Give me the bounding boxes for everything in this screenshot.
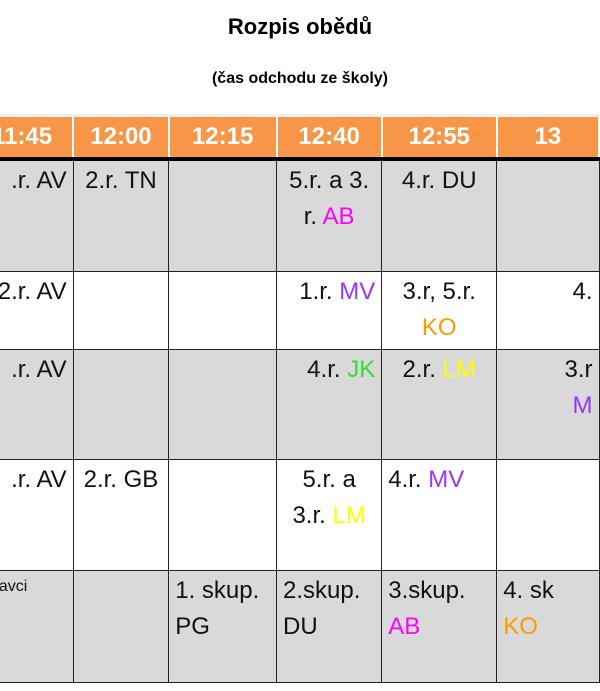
class-label: 3.r [564,355,593,383]
time-header-row: 11:45 12:00 12:15 12:40 12:55 13 [0,114,600,161]
time-slot-header: 12:55 [380,114,498,161]
schedule-cell: .r. AV [0,458,74,571]
class-label: 4.r. [388,465,429,493]
page-subtitle: (čas odchodu ze školy) [211,70,389,87]
teacher-initials: MV [428,465,465,493]
group-label: 3.skup. [388,576,466,604]
schedule-cell [72,348,170,460]
schedule-cell: 3.r M [496,348,600,460]
schedule-cell: 4.r. JK [276,348,383,460]
schedule-cell [168,348,278,460]
schedule-cell: 1.r. MV [276,270,383,350]
teacher-initials: KO [503,612,538,640]
time-slot-header: 11:45 [0,114,75,161]
teacher-initials: MV [339,277,376,305]
teacher-initials: M [572,391,593,419]
schedule-cell [168,158,278,272]
table-row: 2.r. AV 1.r. MV 3.r, 5.r. KO 4. [0,270,600,350]
schedule-cell: 2.r. TN [72,158,170,272]
schedule-cell [496,458,600,571]
table-row: .r. AV 2.r. GB 5.r. a 3.r. LM 4.r. MV [0,458,600,571]
time-slot-header: 12:40 [275,114,383,161]
schedule-cell: 2.r. LM [381,348,498,460]
schedule-cell [72,569,170,683]
schedule-cell [168,270,278,350]
schedule-cell [168,458,278,571]
schedule-cell: 2.r. GB [72,458,170,571]
schedule-cell: 5.r. a 3. r. AB [276,158,383,272]
schedule-cell: 4. sk KO [496,569,600,683]
schedule-cell: .r. AV [0,158,74,272]
schedule-cell: 5.r. a 3.r. LM [276,458,383,571]
time-slot-header: 13 [495,114,600,161]
schedule-cell: 1. skup. PG [168,569,278,683]
page-title: Rozpis obědů [227,14,373,39]
teacher-initials: JK [347,355,376,383]
schedule-cell: eplavciV [0,569,74,683]
class-label: 5.r. a 3.r. [292,465,356,529]
teacher-initials: AB [388,612,421,640]
time-slot-header: 12:00 [72,114,170,161]
group-label: eplavci [0,577,28,595]
schedule-cell [496,158,600,272]
table-row: eplavciV 1. skup. PG 2.skup. DU 3.skup. … [0,569,600,683]
schedule-cell: 3.skup. AB [381,569,498,683]
class-label: 5.r. a 3. r. [289,167,370,230]
schedule-cell: 2.r. AV [0,270,74,350]
group-label: 4. sk [503,576,554,604]
schedule-cell [72,270,170,350]
schedule-cell: .r. AV [0,348,74,460]
schedule-cell: 2.skup. DU [276,569,383,683]
class-label: 1.r. [299,277,340,305]
lunch-schedule-table-wrap: 11:45 12:00 12:15 12:40 12:55 13 .r. AV … [0,114,600,683]
class-label: 3.r, 5.r. [402,277,476,305]
teacher-initials: AB [322,203,355,230]
time-slot-header: 12:15 [167,114,278,161]
teacher-initials: LM [332,501,366,529]
table-row: .r. AV 4.r. JK 2.r. LM 3.r M [0,348,600,460]
teacher-initials: KO [421,313,457,341]
schedule-cell: 4. [496,270,600,350]
lunch-schedule-table: 11:45 12:00 12:15 12:40 12:55 13 .r. AV … [0,114,600,683]
schedule-cell: 4.r. MV [381,458,498,571]
schedule-cell: 3.r, 5.r. KO [381,270,498,350]
schedule-cell: 4.r. DU [381,158,498,272]
table-row: .r. AV 2.r. TN 5.r. a 3. r. AB 4.r. DU [0,158,600,272]
teacher-initials: LM [442,355,476,383]
class-label: 2.r. [402,355,443,383]
class-label: 4.r. [307,355,348,383]
